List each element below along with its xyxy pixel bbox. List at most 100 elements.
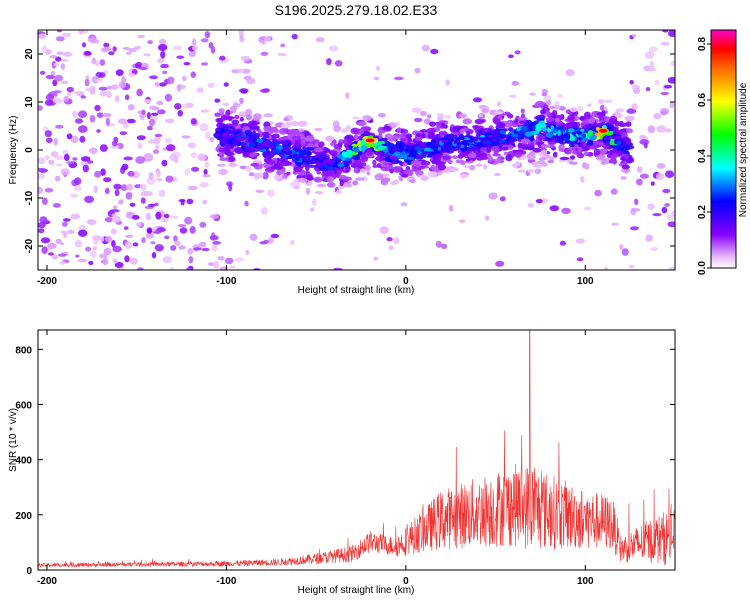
spectrogram-band-cell bbox=[375, 156, 385, 162]
spectrogram-noise-cell bbox=[140, 197, 146, 204]
spectrogram-band-cell bbox=[620, 176, 627, 180]
spectrogram-noise-cell bbox=[154, 81, 160, 87]
spectrogram-noise-cell bbox=[224, 257, 234, 265]
spectrogram-ridge-cell bbox=[230, 130, 236, 135]
spectrogram-band-cell bbox=[262, 151, 271, 158]
colorbar-gradient bbox=[711, 30, 736, 268]
spectrogram-noise-cell bbox=[149, 75, 158, 80]
spectrogram-noise-cell bbox=[72, 110, 78, 118]
spectrogram-ridge-cell bbox=[425, 141, 432, 146]
spectrogram-noise-cell bbox=[200, 38, 209, 43]
spectrogram-noise-cell bbox=[209, 136, 214, 142]
spectrogram-band-cell bbox=[514, 151, 523, 158]
spectrogram-noise-cell bbox=[75, 254, 80, 258]
spectrogram-noise-cell bbox=[645, 87, 651, 92]
spectrogram-noise-cell bbox=[209, 235, 219, 241]
spectrogram-band-cell bbox=[530, 161, 538, 166]
spectrogram-band-cell bbox=[518, 120, 525, 124]
spectrogram-noise-cell bbox=[74, 177, 82, 186]
spectrogram-ridge-cell bbox=[415, 153, 420, 159]
spectrogram-noise-cell bbox=[262, 171, 269, 180]
spectrogram-noise-cell bbox=[139, 67, 148, 71]
spectrogram-band-cell bbox=[366, 171, 371, 176]
spectrogram-ridge-cell bbox=[567, 128, 575, 133]
spectrogram-noise-cell bbox=[122, 46, 131, 51]
spectrogram-noise-cell bbox=[535, 199, 543, 204]
spectrogram-noise-cell bbox=[270, 233, 279, 239]
spectrogram-ridge-cell bbox=[535, 123, 543, 130]
spectrogram-ridge-cell bbox=[519, 129, 525, 136]
spectrogram-noise-cell bbox=[96, 112, 104, 118]
spectrogram-band-cell bbox=[491, 153, 502, 157]
spectrogram-band-cell bbox=[493, 158, 503, 164]
spectrogram-noise-cell bbox=[217, 255, 225, 261]
colorbar-tick-label: 0.6 bbox=[697, 93, 708, 107]
spectrogram-noise-cell bbox=[150, 112, 159, 116]
snr-y-tick-label: 400 bbox=[15, 456, 32, 467]
spectrogram-noise-cell bbox=[84, 195, 95, 204]
spectrogram-band-cell bbox=[245, 108, 253, 116]
spectrogram-band-cell bbox=[557, 93, 564, 98]
spectrogram-band-cell bbox=[481, 108, 490, 114]
spectrogram-noise-cell bbox=[488, 192, 498, 200]
spectrogram-noise-cell bbox=[239, 88, 249, 93]
spectrogram-noise-cell bbox=[177, 224, 186, 228]
spectrogram-noise-cell bbox=[664, 128, 672, 133]
spectrogram-noise-cell bbox=[48, 159, 55, 165]
spectrogram-noise-cell bbox=[430, 48, 439, 55]
spectrogram-noise-cell bbox=[85, 246, 92, 252]
spectrogram-noise-cell bbox=[211, 244, 218, 252]
spectrogram-band-cell bbox=[475, 163, 483, 167]
spectrogram-noise-cell bbox=[99, 253, 108, 259]
spectrogram-noise-cell bbox=[155, 144, 160, 150]
colorbar-label: Normalized spectral amplitude bbox=[738, 82, 749, 217]
spectrogram-band-cell bbox=[421, 133, 426, 139]
spectrogram-noise-cell bbox=[660, 41, 670, 46]
spectrogram-noise-cell bbox=[44, 188, 54, 193]
spectrogram-ridge-cell bbox=[248, 142, 256, 148]
spectrogram-noise-cell bbox=[38, 33, 47, 40]
spectrogram-band-cell bbox=[544, 107, 550, 112]
spectrogram-noise-cell bbox=[197, 153, 207, 161]
spectrogram-ridge-cell bbox=[219, 138, 227, 143]
spectrogram-ridge-cell bbox=[509, 136, 514, 143]
spectrogram-band-cell bbox=[283, 117, 289, 122]
spectrogram-ridge-cell bbox=[582, 133, 586, 139]
spectrogram-band-cell bbox=[541, 162, 549, 167]
spectrogram-band-cell bbox=[434, 153, 444, 157]
spectrogram-noise-cell bbox=[219, 266, 229, 270]
spectrogram-band-cell bbox=[297, 177, 308, 183]
spectrogram-noise-cell bbox=[99, 144, 108, 152]
spectrogram-band-cell bbox=[493, 111, 504, 115]
spectrogram-band-cell bbox=[341, 169, 350, 173]
spectrogram-noise-cell bbox=[203, 168, 208, 175]
spectrogram-band-cell bbox=[333, 125, 341, 132]
spectrogram-noise-cell bbox=[92, 246, 98, 251]
spectrogram-ridge-cell bbox=[310, 159, 319, 163]
spectrogram-noise-cell bbox=[244, 200, 249, 207]
spectrogram-ridge-cell bbox=[346, 149, 353, 154]
spectrogram-ridge-cell bbox=[221, 132, 227, 138]
spectrogram-band-cell bbox=[378, 132, 383, 139]
spectrogram-noise-cell bbox=[662, 30, 669, 33]
spectrogram-noise-cell bbox=[210, 46, 216, 54]
spectrogram-band-cell bbox=[410, 179, 416, 184]
snr-x-tick-label: -100 bbox=[216, 576, 236, 587]
spectrogram-ridge-cell bbox=[337, 163, 345, 167]
spectrogram-noise-cell bbox=[204, 161, 209, 168]
spectrogram-band-cell bbox=[337, 142, 343, 148]
spectrogram-band-cell bbox=[603, 106, 608, 111]
spectrogram-ridge-cell bbox=[291, 153, 300, 159]
spectrogram-band-cell bbox=[254, 172, 264, 179]
spectrogram-noise-cell bbox=[666, 213, 675, 221]
spectrogram-noise-cell bbox=[110, 228, 117, 235]
spectrogram-band-cell bbox=[491, 145, 500, 152]
spectrogram-band-cell bbox=[517, 169, 526, 173]
spectrogram-noise-cell bbox=[239, 36, 245, 43]
spectrogram-band-cell bbox=[297, 171, 307, 176]
spectrogram-noise-cell bbox=[196, 87, 204, 94]
spectrogram-noise-cell bbox=[199, 181, 209, 188]
spectrogram-ridge-cell bbox=[238, 136, 247, 141]
spectrogram-band-cell bbox=[352, 128, 358, 133]
